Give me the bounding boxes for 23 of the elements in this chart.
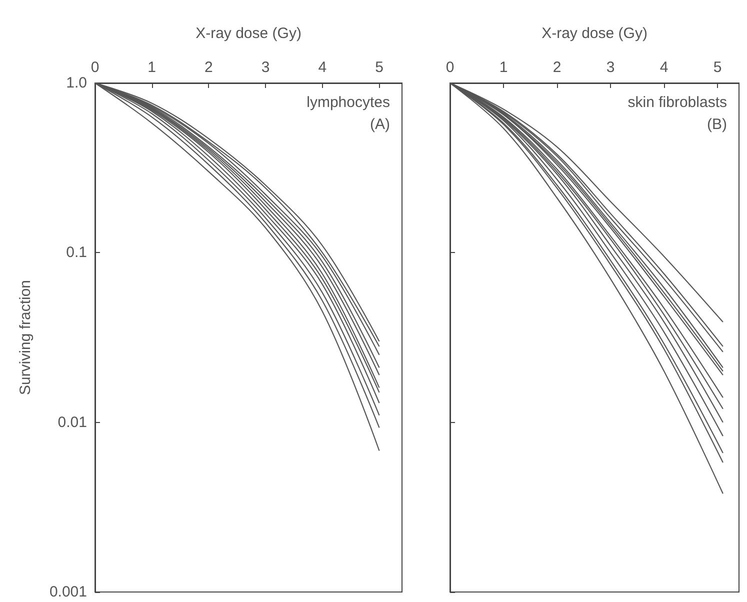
x-tick-label: 1 bbox=[148, 59, 156, 76]
x-tick-label: 0 bbox=[446, 59, 454, 76]
x-tick-label: 2 bbox=[204, 59, 213, 76]
annotation: (B) bbox=[707, 116, 727, 133]
x-tick-label: 2 bbox=[552, 59, 562, 76]
x-tick-label: 3 bbox=[261, 59, 270, 76]
y-tick-label: 0.01 bbox=[58, 414, 87, 431]
x-tick-label: 0 bbox=[90, 59, 100, 76]
x-axis-title: X-ray dose (Gy) bbox=[542, 25, 648, 42]
x-tick-label: 1 bbox=[499, 59, 508, 76]
x-axis-title: X-ray dose (Gy) bbox=[196, 25, 302, 42]
y-tick-label: 1.0 bbox=[66, 74, 87, 92]
y-tick-label: 0.001 bbox=[49, 584, 87, 600]
x-tick-label: 5 bbox=[713, 59, 722, 76]
x-tick-label: 4 bbox=[660, 59, 668, 76]
y-axis-title: Surviving fraction bbox=[17, 280, 34, 396]
x-tick-label: 5 bbox=[375, 59, 384, 76]
x-tick-label: 3 bbox=[606, 59, 615, 76]
annotation: skin fibroblasts bbox=[628, 94, 727, 111]
annotation: lymphocytes bbox=[306, 94, 390, 111]
y-tick-label: 0.1 bbox=[66, 244, 87, 262]
x-tick-label: 4 bbox=[318, 59, 327, 76]
annotation: (A) bbox=[370, 116, 390, 133]
